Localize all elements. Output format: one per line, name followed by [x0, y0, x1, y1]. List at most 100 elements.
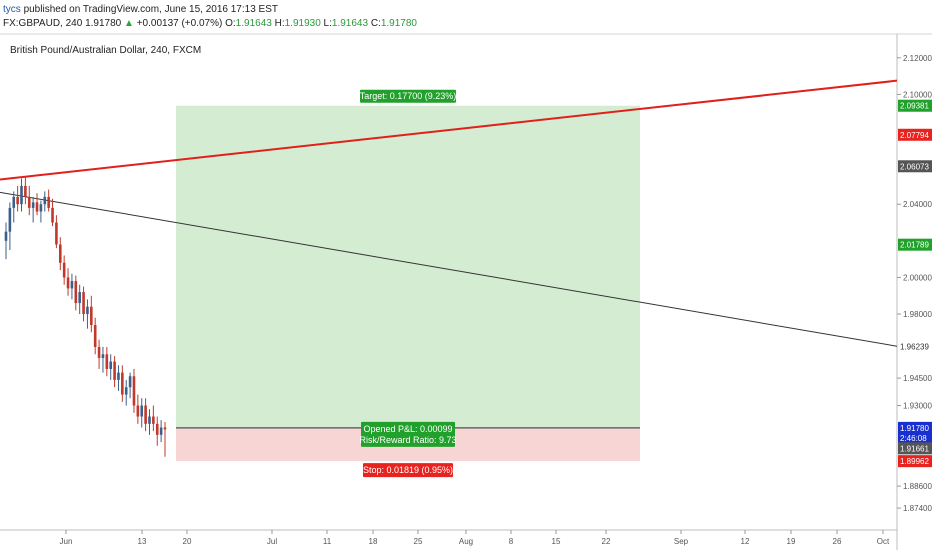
x-tick-label: 25 — [414, 537, 423, 546]
candle-body — [163, 427, 167, 430]
candle-body — [155, 423, 159, 435]
published-text: published on TradingView.com, June 15, 2… — [23, 4, 278, 15]
publish-info: tycs published on TradingView.com, June … — [3, 4, 278, 15]
y-tick-label: 2.00000 — [903, 273, 932, 282]
candle-body — [66, 277, 70, 289]
x-tick-label: 26 — [833, 537, 842, 546]
candle-body — [105, 354, 109, 369]
close-label: C: — [370, 18, 381, 29]
pnl-badge — [361, 421, 455, 447]
x-tick-label: 15 — [552, 537, 561, 546]
high-label: H: — [274, 18, 285, 29]
price-badge-label: 2.09381 — [900, 102, 929, 111]
x-tick-label: Aug — [459, 537, 473, 546]
candle-body — [20, 185, 23, 205]
candle-body — [4, 231, 8, 241]
price-badge-label: 2.07794 — [900, 131, 929, 140]
x-tick-label: 12 — [741, 537, 750, 546]
open-label: O: — [225, 18, 236, 29]
candle-body — [132, 376, 136, 406]
candle-body — [82, 292, 85, 315]
pnl-label: Opened P&L: 0.00099 — [363, 424, 452, 434]
ohlc-legend: FX:GBPAUD, 240 1.91780 ▲ +0.00137 (+0.07… — [3, 18, 417, 29]
y-tick-label: 1.93000 — [903, 402, 932, 411]
candle-body — [121, 372, 124, 395]
high-value: 1.91930 — [284, 18, 321, 29]
candle-body — [113, 361, 116, 380]
resistance-trendline — [0, 79, 898, 181]
candle-body — [140, 405, 144, 417]
candle-body — [58, 244, 62, 263]
candle-body — [90, 306, 93, 326]
x-tick-label: 11 — [323, 537, 332, 546]
x-tick-label: 8 — [509, 537, 514, 546]
candle-body — [159, 427, 163, 435]
stop-badge — [363, 463, 453, 478]
price-badge-label: 1.91661 — [900, 444, 929, 453]
x-tick-label: Jun — [60, 537, 73, 546]
risk-reward-label: Risk/Reward Ratio: 9.73 — [359, 435, 456, 445]
price-badge — [898, 340, 932, 353]
candle-body — [152, 416, 155, 424]
target-badge — [360, 89, 456, 103]
candle-body — [31, 202, 35, 208]
candle-body — [148, 416, 151, 424]
price-badge — [898, 160, 932, 173]
candle-body — [124, 387, 128, 395]
low-value: 1.91643 — [331, 18, 369, 29]
candle-body — [109, 361, 113, 369]
candle-body — [47, 196, 50, 208]
change-value: +0.00137 (+0.07%) — [136, 18, 223, 29]
candle-body — [101, 354, 105, 358]
price-badge — [898, 431, 932, 444]
y-tick-label: 1.87400 — [903, 504, 932, 513]
candle-body — [12, 196, 16, 208]
candle-body — [24, 185, 27, 197]
x-tick-label: Sep — [674, 537, 689, 546]
y-tick-label: 1.88600 — [903, 482, 932, 491]
price-badge-label: 1.91780 — [900, 424, 929, 433]
y-tick-label: 2.04000 — [903, 200, 932, 209]
price-badge — [898, 99, 932, 112]
candle-body — [27, 196, 31, 208]
up-arrow-icon: ▲ — [124, 18, 134, 29]
candle-body — [128, 376, 132, 388]
candle-body — [93, 325, 97, 347]
candle-body — [35, 202, 39, 212]
candle-body — [51, 207, 54, 223]
author-link[interactable]: tycs — [3, 4, 21, 15]
chart-header: tycs published on TradingView.com, June … — [0, 0, 932, 34]
candle-body — [97, 346, 101, 358]
candle-body — [39, 204, 43, 212]
candle-body — [117, 372, 120, 380]
target-label: Target: 0.17700 (9.23%) — [360, 91, 457, 101]
open-value: 1.91643 — [235, 18, 272, 29]
symbol-label[interactable]: FX:GBPAUD, 240 — [3, 18, 83, 29]
x-tick-label: 20 — [183, 537, 192, 546]
y-tick-label: 1.94500 — [903, 374, 932, 383]
stop-label: Stop: 0.01819 (0.95%) — [363, 465, 453, 475]
price-badge — [898, 421, 932, 434]
chart-title: British Pound/Australian Dollar, 240, FX… — [10, 45, 202, 56]
close-value: 1.91780 — [380, 18, 417, 29]
y-tick-label: 2.12000 — [903, 54, 932, 63]
price-badge — [898, 455, 932, 468]
candle-body — [136, 405, 140, 417]
candle-body — [74, 281, 78, 304]
x-tick-label: 13 — [138, 537, 147, 546]
price-badge — [898, 442, 932, 455]
candle-body — [78, 292, 81, 304]
y-tick-label: 2.10000 — [903, 90, 932, 99]
candle-body — [55, 222, 58, 245]
candle-body — [62, 262, 66, 278]
candle-body — [43, 196, 47, 205]
price-badge-label: 1.96239 — [900, 342, 929, 351]
x-tick-label: 19 — [787, 537, 796, 546]
price-badge-label: 2.01789 — [900, 241, 929, 250]
descending-trendline — [0, 191, 898, 347]
x-tick-label: Oct — [877, 537, 890, 546]
candle-body — [16, 196, 19, 205]
candle-body — [144, 405, 147, 424]
price-badge-label: 2:46:08 — [900, 434, 927, 443]
